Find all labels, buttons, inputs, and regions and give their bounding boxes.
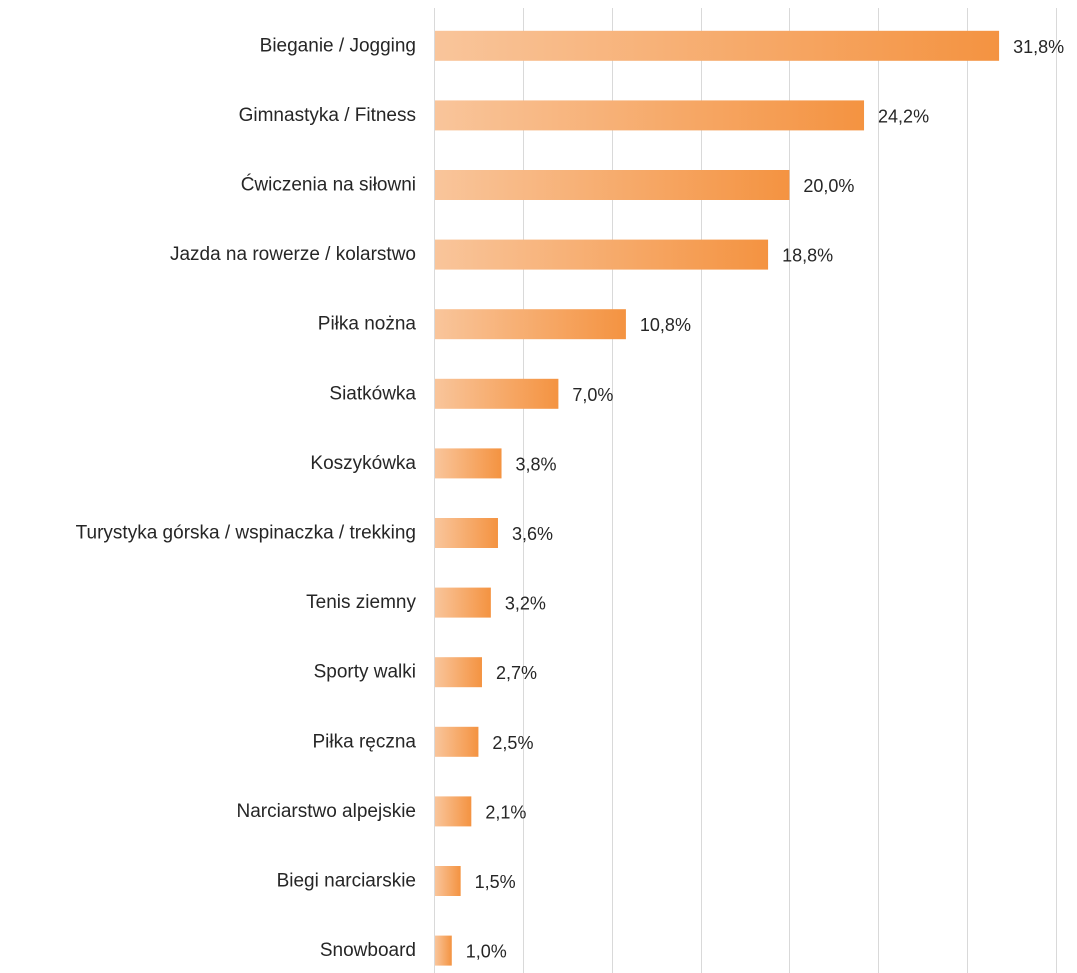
- category-labels: Bieganie / Jogging Gimnastyka / Fitness Ćw…: [76, 35, 417, 961]
- bar: [435, 30, 1000, 61]
- data-label: 3,6%: [512, 524, 553, 544]
- data-label: 2,7%: [496, 663, 537, 683]
- category-label: Sporty walki: [314, 662, 416, 683]
- value-labels: 31,8% 24,2% 20,0% 18,8% 10,8% 7,0% 3,8% 3,6% 3,2…: [466, 37, 1064, 962]
- category-label: Jazda na rowerze / kolarstwo: [170, 244, 416, 265]
- gridlines: [434, 8, 1057, 973]
- bar: [435, 935, 452, 966]
- data-label: 20,0%: [803, 176, 854, 196]
- bar: [435, 170, 790, 200]
- bar: [435, 726, 479, 757]
- data-label: 1,5%: [475, 872, 516, 892]
- category-label: Gimnastyka / Fitness: [239, 105, 416, 126]
- bar: [435, 100, 865, 131]
- category-label: Snowboard: [320, 940, 416, 961]
- category-label: Siatkówka: [329, 383, 416, 404]
- bars: [435, 30, 1000, 966]
- category-label: Biegi narciarskie: [277, 871, 416, 892]
- category-label: Tenis ziemny: [306, 592, 416, 613]
- data-label: 7,0%: [572, 385, 613, 405]
- bar: [435, 587, 491, 618]
- bar: [435, 448, 502, 479]
- category-label: Ćwiczenia na siłowni: [241, 174, 416, 196]
- bar: [435, 518, 498, 548]
- data-label: 24,2%: [878, 106, 929, 126]
- category-label: Piłka nożna: [318, 314, 417, 335]
- bar: [435, 309, 626, 340]
- bar: [435, 657, 482, 688]
- category-label: Koszykówka: [310, 453, 416, 474]
- category-label: Narciarstwo alpejskie: [236, 801, 416, 822]
- data-label: 1,0%: [466, 942, 507, 962]
- data-label: 3,8%: [516, 454, 557, 474]
- bar: [435, 378, 559, 409]
- data-label: 2,5%: [492, 733, 533, 753]
- data-label: 3,2%: [505, 594, 546, 614]
- bar: [435, 866, 461, 896]
- data-label: 2,1%: [485, 802, 526, 822]
- data-label: 31,8%: [1013, 37, 1064, 57]
- category-label: Bieganie / Jogging: [260, 35, 416, 56]
- category-label: Turystyka górska / wspinaczka / trekking: [76, 523, 416, 544]
- category-label: Piłka ręczna: [313, 731, 417, 752]
- data-label: 10,8%: [640, 315, 691, 335]
- data-label: 18,8%: [782, 246, 833, 266]
- bar: [435, 239, 769, 270]
- bar: [435, 796, 472, 827]
